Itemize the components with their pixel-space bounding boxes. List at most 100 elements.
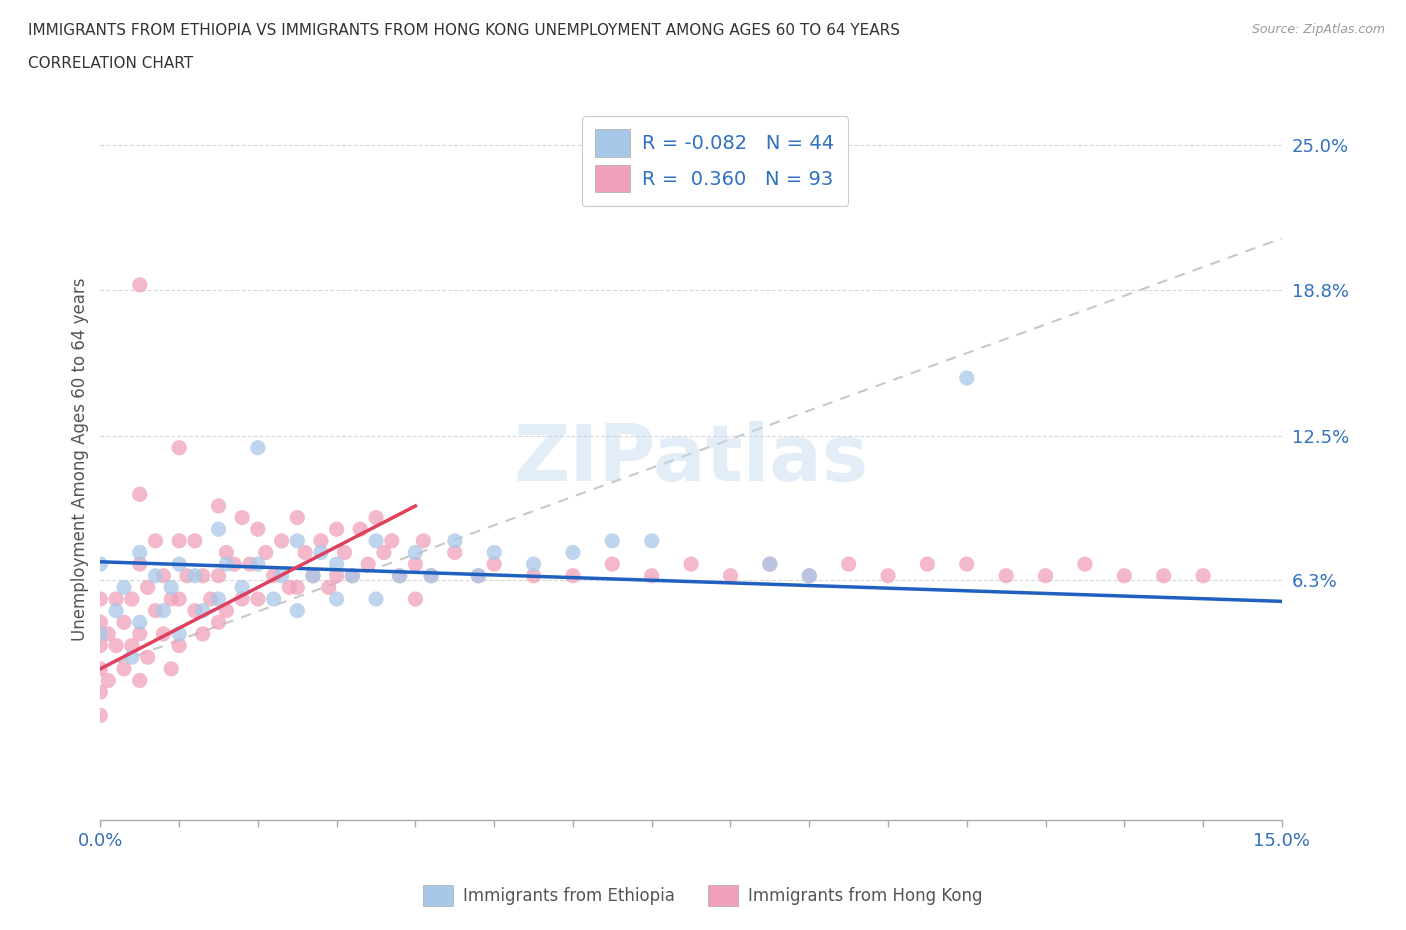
Point (467, 568, 489, 583)
Point (167, 534, 190, 549)
Point (97, 673, 120, 688)
Point (184, 534, 207, 549)
Point (191, 604, 214, 618)
Legend: R = -0.082   N = 44, R =  0.360   N = 93: R = -0.082 N = 44, R = 0.360 N = 93 (582, 115, 848, 206)
Point (404, 557, 426, 572)
Point (467, 568, 489, 583)
Point (602, 557, 624, 572)
Point (1114, 568, 1136, 583)
Point (482, 557, 505, 572)
Point (1153, 568, 1175, 583)
Point (325, 568, 347, 583)
Point (799, 568, 821, 583)
Point (207, 591, 229, 606)
Point (215, 545, 238, 560)
Point (167, 440, 190, 455)
Point (799, 568, 821, 583)
Point (231, 591, 253, 606)
Point (160, 661, 183, 676)
Point (191, 627, 214, 642)
Point (121, 638, 143, 653)
Point (215, 604, 238, 618)
Point (838, 557, 860, 572)
Point (342, 568, 364, 583)
Point (191, 568, 214, 583)
Point (681, 557, 703, 572)
Point (207, 568, 229, 583)
Point (443, 545, 465, 560)
Point (602, 534, 624, 549)
Point (231, 580, 253, 595)
Point (404, 545, 426, 560)
Point (89, 627, 111, 642)
Point (388, 568, 411, 583)
Text: CORRELATION CHART: CORRELATION CHART (28, 56, 193, 71)
Point (263, 568, 285, 583)
Point (128, 545, 150, 560)
Point (420, 568, 443, 583)
Point (759, 557, 782, 572)
Point (207, 522, 229, 537)
Point (482, 545, 505, 560)
Point (285, 580, 308, 595)
Point (89, 591, 111, 606)
Point (112, 661, 135, 676)
Point (1074, 557, 1097, 572)
Point (381, 534, 404, 549)
Point (917, 557, 939, 572)
Point (128, 615, 150, 630)
Point (357, 557, 380, 572)
Point (160, 591, 183, 606)
Point (759, 557, 782, 572)
Point (325, 557, 347, 572)
Point (302, 568, 325, 583)
Legend: Immigrants from Ethiopia, Immigrants from Hong Kong: Immigrants from Ethiopia, Immigrants fro… (416, 879, 990, 912)
Point (364, 511, 387, 525)
Point (294, 545, 316, 560)
Point (145, 604, 167, 618)
Text: IMMIGRANTS FROM ETHIOPIA VS IMMIGRANTS FROM HONG KONG UNEMPLOYMENT AMONG AGES 60: IMMIGRANTS FROM ETHIOPIA VS IMMIGRANTS F… (28, 23, 900, 38)
Point (97, 627, 120, 642)
Point (285, 534, 308, 549)
Point (89, 615, 111, 630)
Point (89, 684, 111, 699)
Point (349, 522, 371, 537)
Point (302, 568, 325, 583)
Point (152, 604, 174, 618)
Text: ZIPatlas: ZIPatlas (513, 421, 869, 498)
Point (641, 534, 664, 549)
Y-axis label: Unemployment Among Ages 60 to 64 years: Unemployment Among Ages 60 to 64 years (72, 278, 89, 641)
Point (1035, 568, 1057, 583)
Point (956, 370, 979, 385)
Point (184, 568, 207, 583)
Point (404, 591, 426, 606)
Point (128, 673, 150, 688)
Point (420, 568, 443, 583)
Point (325, 522, 347, 537)
Point (364, 591, 387, 606)
Point (956, 557, 979, 572)
Point (231, 511, 253, 525)
Point (641, 568, 664, 583)
Point (325, 591, 347, 606)
Point (309, 545, 332, 560)
Point (105, 604, 128, 618)
Point (128, 277, 150, 292)
Point (89, 661, 111, 676)
Point (136, 580, 159, 595)
Point (145, 534, 167, 549)
Point (562, 568, 585, 583)
Point (128, 487, 150, 502)
Point (105, 591, 128, 606)
Point (270, 568, 292, 583)
Point (167, 638, 190, 653)
Point (207, 498, 229, 513)
Point (121, 650, 143, 665)
Point (136, 650, 159, 665)
Point (309, 534, 332, 549)
Point (246, 591, 269, 606)
Point (270, 534, 292, 549)
Point (239, 557, 262, 572)
Point (1192, 568, 1215, 583)
Point (145, 568, 167, 583)
